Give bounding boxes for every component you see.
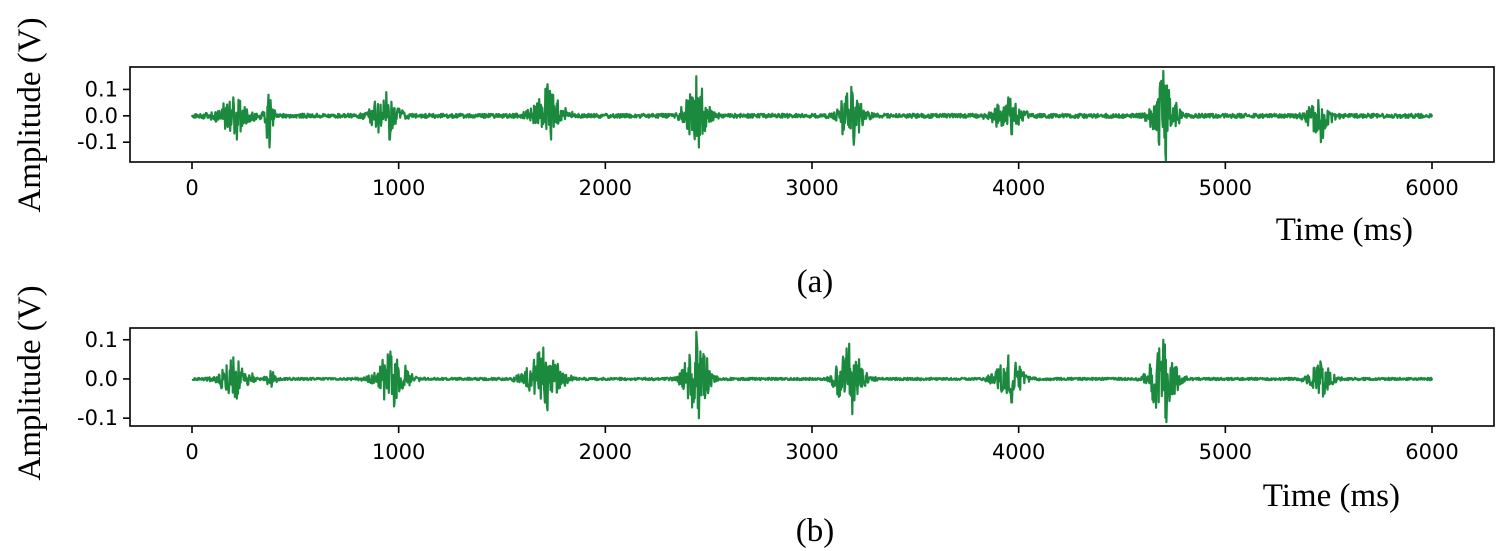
y-axis-a: 0.1 0.0-0.1 (77, 77, 130, 154)
y-tick-label: -0.1 (77, 406, 118, 430)
signal-trace-b (191, 330, 1434, 424)
y-tick-label: 0.0 (85, 104, 118, 128)
y-axis-b: 0.1 0.0 -0.1 (77, 328, 130, 430)
x-tick-label: 6000 (1405, 176, 1458, 200)
panel-caption-a: (a) (797, 264, 834, 300)
x-axis-title-a: Time (ms) (1276, 212, 1413, 248)
y-tick-label: 0.1 (85, 77, 118, 101)
signal-trace-a (190, 69, 1434, 162)
panel-b: 0 1000 2000 3000 4000 5000 6000 0.1 0.0 -0.1 Amp… (12, 285, 1495, 549)
panel-a: 0 1000 2000 3000 4000 5000 6000 0.1 0.0-0.1 Amp… (12, 17, 1495, 300)
x-tick-label: 5000 (1199, 440, 1252, 464)
x-tick-label: 4000 (992, 176, 1045, 200)
y-tick-label: -0.1 (77, 130, 118, 154)
x-tick-label: 3000 (785, 176, 838, 200)
y-axis-title-a: Amplitude (V) (12, 17, 48, 212)
x-tick-label: 0 (185, 440, 198, 464)
x-tick-label: 0 (185, 176, 198, 200)
x-axis-b: 0 1000 2000 3000 4000 5000 6000 (185, 426, 1459, 464)
x-axis-title-b: Time (ms) (1263, 478, 1400, 514)
x-tick-label: 1000 (372, 176, 425, 200)
x-tick-label: 5000 (1199, 176, 1252, 200)
x-tick-label: 1000 (372, 440, 425, 464)
y-tick-label: 0.1 (85, 328, 118, 352)
x-tick-label: 6000 (1405, 440, 1458, 464)
x-tick-label: 4000 (992, 440, 1045, 464)
x-tick-label: 2000 (579, 440, 632, 464)
y-tick-label: 0.0 (85, 367, 118, 391)
panel-caption-b: (b) (796, 513, 834, 549)
x-axis-a: 0 1000 2000 3000 4000 5000 6000 (185, 162, 1459, 200)
x-tick-label: 2000 (579, 176, 632, 200)
x-tick-label: 3000 (785, 440, 838, 464)
y-axis-title-b: Amplitude (V) (12, 285, 48, 480)
